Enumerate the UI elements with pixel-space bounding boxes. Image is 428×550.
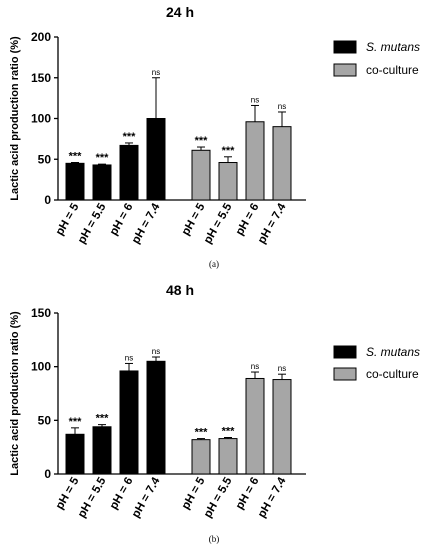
significance-label: *** [96,413,110,425]
significance-label: ns [125,353,133,362]
x-tick-label: pH = 6 [108,202,136,238]
significance-label: *** [123,131,137,143]
y-tick-label: 150 [31,306,51,320]
y-tick-label: 200 [31,30,51,44]
significance-label: ns [152,68,160,77]
bar [245,121,265,201]
significance-label: ns [152,347,160,356]
legend-swatch [333,40,357,54]
significance-label: *** [222,145,236,157]
bar [191,149,211,201]
bar [119,144,139,201]
chart-panel-24h: 24 h Lactic acid production ratio (%) 0 50 1… [0,0,428,272]
y-axis-label: Lactic acid production ratio (%) [9,311,21,476]
bar [218,438,238,475]
significance-label: ns [251,95,259,104]
x-tick-label: pH = 5 [54,201,82,238]
x-tick-label: pH = 5 [180,475,208,512]
significance-label: ns [278,364,286,373]
x-tick-label: pH = 6 [108,476,136,512]
bar [92,164,112,201]
bar [146,360,166,475]
y-tick-label: 100 [31,360,51,374]
significance-label: *** [69,151,83,163]
y-axis-label: Lactic acid production ratio (%) [9,36,21,201]
significance-label: ns [251,362,259,371]
legend-label: S. mutans [366,345,420,359]
x-tick-label: pH = 6 [234,476,262,512]
y-tick-label: 0 [44,193,51,207]
bar [92,426,112,475]
y-tick-label: 50 [38,152,52,166]
panel-caption: (a) [209,259,219,269]
significance-label: *** [96,152,110,164]
y-tick-label: 50 [38,413,52,427]
legend-label: co-culture [366,367,419,381]
bar [65,162,85,201]
legend-swatch [333,367,357,381]
bar [119,370,139,475]
bar [272,126,292,201]
bar [218,162,238,201]
bar [272,379,292,475]
chart-title: 24 h [166,4,194,20]
chart-48h: 48 h Lactic acid production ratio (%) 0 50 1… [9,282,420,520]
x-tick-label: pH = 5 [54,475,82,512]
y-tick-label: 0 [44,467,51,481]
x-tick-label: pH = 6 [234,202,262,238]
significance-label: ns [278,102,286,111]
legend-label: co-culture [366,63,419,77]
chart-24h: 24 h Lactic acid production ratio (%) 0 50 1… [9,4,420,246]
y-tick-label: 150 [31,71,51,85]
legend-swatch [333,345,357,359]
significance-label: *** [195,427,209,439]
legend-swatch [333,63,357,77]
significance-label: *** [69,416,83,428]
x-tick-label: pH = 5 [180,201,208,238]
panel-caption: (b) [208,534,220,544]
bar [65,433,85,475]
bar [146,118,166,201]
significance-label: *** [195,135,209,147]
bar [191,439,211,475]
legend-label: S. mutans [366,40,420,54]
significance-label: *** [222,426,236,438]
y-tick-label: 100 [31,112,51,126]
chart-panel-48h: 48 h Lactic acid production ratio (%) 0 50 1… [0,272,428,550]
bar [245,377,265,475]
chart-title: 48 h [166,282,194,298]
